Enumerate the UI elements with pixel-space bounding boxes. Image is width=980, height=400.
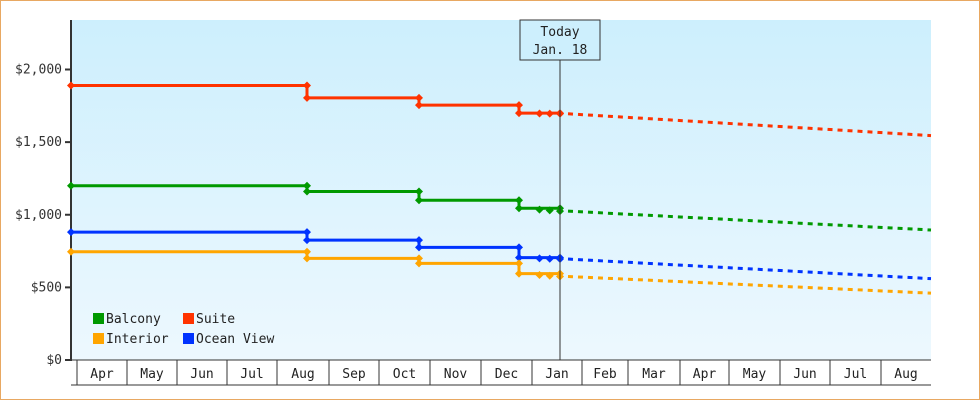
legend-swatch-icon — [93, 313, 104, 324]
y-tick-label: $500 — [31, 280, 62, 295]
x-month-label: May — [140, 367, 164, 382]
x-axis: Apr May Jun Jul Aug Sep Oct Nov Dec Jan Feb Mar Apr M… — [71, 359, 931, 386]
legend-swatch-icon — [183, 313, 194, 324]
x-month-label: Feb — [593, 367, 617, 382]
y-tick-label: $0 — [46, 353, 62, 368]
x-month-label: May — [743, 367, 767, 382]
legend-swatch-icon — [93, 333, 104, 344]
legend-label: Interior — [106, 332, 169, 347]
y-tick-label: $1,500 — [15, 135, 62, 150]
x-month-label: Nov — [444, 367, 468, 382]
legend-swatch-icon — [183, 333, 194, 344]
x-month-label: Oct — [393, 367, 416, 382]
x-month-label: Jan — [545, 367, 568, 382]
series-interior — [67, 247, 932, 295]
y-axis: $0 $500 $1,000 $1,500 $2,000 — [15, 20, 72, 368]
x-month-label: Mar — [642, 367, 666, 382]
legend-label: Suite — [196, 312, 235, 327]
x-month-label: Apr — [693, 367, 717, 382]
today-date: Jan. 18 — [533, 43, 588, 58]
x-month-label: Aug — [291, 367, 314, 382]
x-month-label: Sep — [342, 367, 366, 382]
today-label: Today — [540, 25, 579, 40]
y-tick-label: $2,000 — [15, 63, 62, 78]
x-month-label: Jun — [793, 367, 816, 382]
today-marker: Today Jan. 18 — [519, 19, 601, 360]
legend-label: Balcony — [106, 312, 161, 327]
x-month-label: Dec — [495, 367, 518, 382]
x-month-label: Jun — [190, 367, 213, 382]
series-ocean-view — [67, 228, 932, 281]
series-balcony — [67, 181, 932, 232]
series-layer — [67, 81, 932, 295]
x-month-label: Aug — [894, 367, 917, 382]
legend-label: Ocean View — [196, 332, 274, 347]
y-tick-label: $1,000 — [15, 208, 62, 223]
x-month-label: Jul — [240, 367, 263, 382]
legend: Balcony Suite Interior Ocean View — [93, 312, 274, 347]
x-month-label: Jul — [844, 367, 867, 382]
plot-area — [71, 20, 931, 360]
series-suite — [67, 81, 932, 138]
x-month-label: Apr — [90, 367, 114, 382]
